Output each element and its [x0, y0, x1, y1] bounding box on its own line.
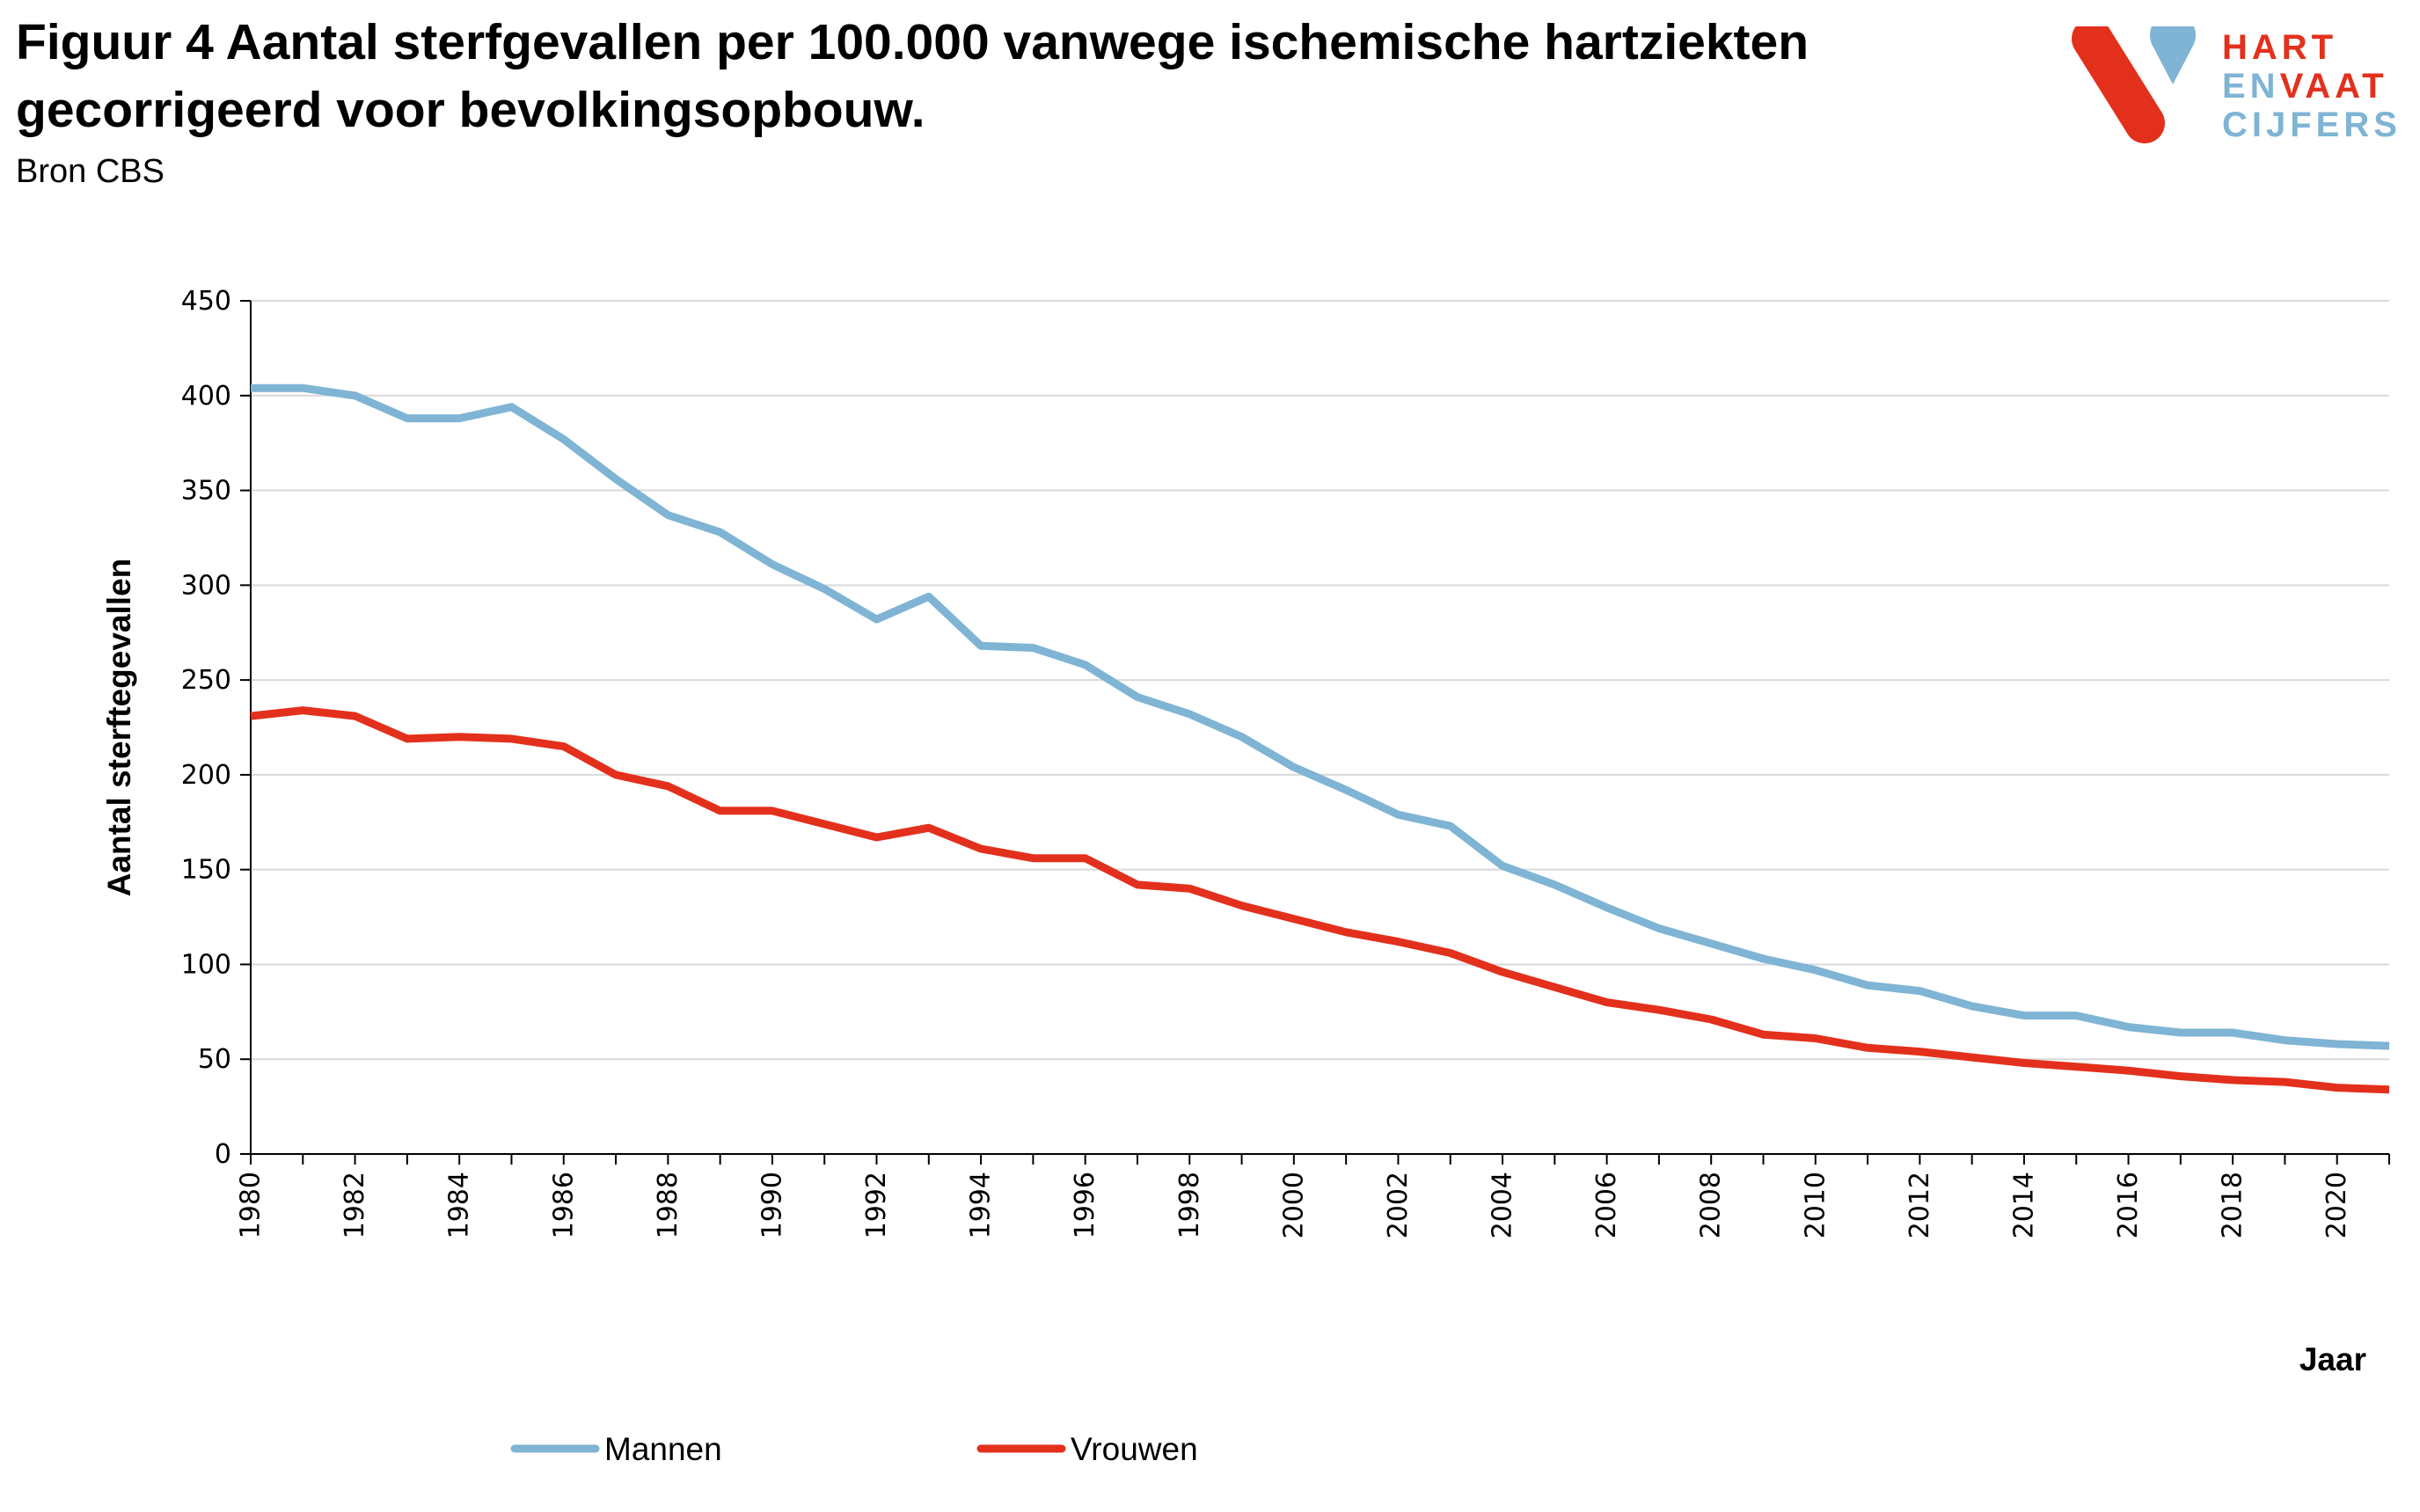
logo-red-bar-icon [2072, 18, 2165, 143]
logo-word-hart: HART [2222, 28, 2338, 67]
x-tick-label: 1980 [236, 1172, 267, 1238]
legend-label-vrouwen: Vrouwen [1071, 1431, 1198, 1467]
tick-labels: 0 50 100 150 200 250 300 350 400 450 1980 1982 1984 1… [181, 286, 2352, 1238]
logo-word-envaat: ENVAAT [2222, 69, 2388, 104]
series-lines [250, 383, 2390, 1094]
y-tick-label: 100 [181, 949, 231, 980]
logo-blue-drop-icon [2150, 12, 2196, 84]
x-tick-label: 2016 [2113, 1172, 2144, 1238]
x-tick-label: 2008 [1696, 1172, 1727, 1238]
x-tick-label: 2018 [2218, 1172, 2248, 1238]
x-tick-label: 2010 [1800, 1172, 1831, 1238]
y-tick-label: 350 [181, 476, 231, 507]
x-tick-label: 1992 [861, 1172, 892, 1238]
source-note: Bron CBS [16, 153, 165, 190]
x-tick-label: 1988 [653, 1172, 684, 1238]
series-line-mannen [251, 383, 2390, 1050]
x-tick-label: 1982 [340, 1172, 370, 1238]
y-tick-label: 150 [181, 855, 231, 886]
x-tick-label: 1990 [757, 1172, 787, 1238]
y-axis-title: Aantal sterftegevallen [101, 559, 137, 897]
x-tick-label: 1986 [548, 1172, 579, 1238]
logo-word-cijfers: CIJFERS [2222, 106, 2402, 144]
series-line-vrouwen [250, 706, 2390, 1094]
chart-title: Figuur 4 Aantal sterfgevallen per 100.00… [16, 9, 1995, 144]
y-tick-label: 0 [215, 1139, 231, 1170]
x-axis-title: Jaar [2299, 1341, 2366, 1377]
x-tick-label: 2004 [1488, 1172, 1518, 1238]
x-tick-label: 2014 [2008, 1172, 2039, 1238]
y-tick-label: 250 [181, 665, 231, 696]
legend: Mannen Vrouwen [510, 1431, 1198, 1467]
gridlines [251, 300, 2389, 1061]
x-tick-label: 2020 [2321, 1172, 2352, 1238]
y-tick-label: 50 [198, 1044, 231, 1075]
y-tick-label: 200 [181, 760, 231, 791]
y-tick-label: 400 [181, 381, 231, 412]
x-tick-label: 2006 [1591, 1172, 1622, 1238]
x-tick-label: 1984 [444, 1172, 475, 1238]
x-tick-label: 2000 [1278, 1172, 1309, 1238]
x-tick-label: 2012 [1905, 1172, 1935, 1238]
logo-word-vaat: VAAT [2279, 67, 2388, 106]
hart-en-vaat-cijfers-logo: HART ENVAAT CIJFERS [2067, 12, 2402, 150]
x-tick-label: 1994 [966, 1172, 997, 1238]
x-tick-label: 1998 [1174, 1172, 1205, 1238]
chart-title-line1: Figuur 4 Aantal sterfgevallen per 100.00… [16, 14, 1810, 70]
y-tick-label: 450 [181, 286, 231, 317]
logo-mark-icon [2072, 12, 2196, 143]
x-tick-label: 1996 [1070, 1172, 1100, 1238]
x-tick-label: 2002 [1383, 1172, 1414, 1238]
legend-label-mannen: Mannen [604, 1431, 722, 1467]
chart-title-line2: gecorrigeerd voor bevolkingsopbouw. [16, 82, 925, 138]
y-tick-label: 300 [181, 570, 231, 601]
logo-word-en: EN [2222, 67, 2280, 106]
axes [240, 300, 2390, 1165]
